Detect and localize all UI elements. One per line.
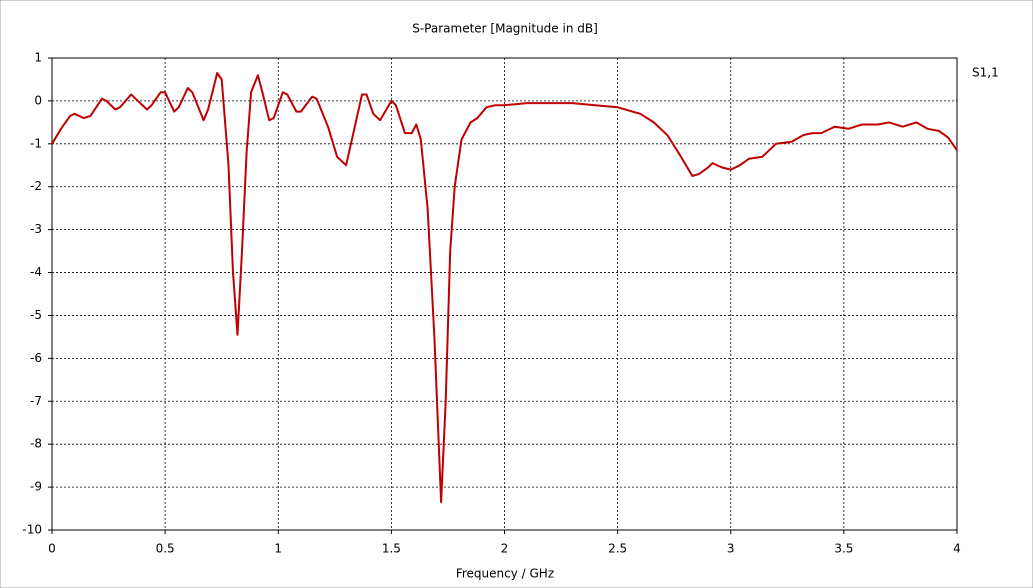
y-tick-label: 0 xyxy=(34,93,42,107)
x-tick-label: 3.5 xyxy=(834,542,853,556)
series-line xyxy=(51,72,958,504)
x-tick-label: 1 xyxy=(274,542,282,556)
y-tick-label: -3 xyxy=(30,222,42,236)
x-tick-label: 0.5 xyxy=(156,542,175,556)
x-tick-label: 1.5 xyxy=(382,542,401,556)
x-tick-label: 2.5 xyxy=(608,542,627,556)
x-tick-label: 4 xyxy=(953,542,961,556)
y-tick-label: -5 xyxy=(30,308,42,322)
y-tick-label: -6 xyxy=(30,351,42,365)
legend-entry: S1,1 xyxy=(972,66,999,80)
chart-title: S-Parameter [Magnitude in dB] xyxy=(412,22,598,36)
y-tick-label: -8 xyxy=(30,437,42,451)
y-tick-label: -9 xyxy=(30,480,42,494)
y-tick-label: -1 xyxy=(30,136,42,150)
y-tick-label: -7 xyxy=(30,394,42,408)
y-tick-label: -4 xyxy=(30,265,42,279)
y-tick-label: -2 xyxy=(30,179,42,193)
x-tick-label: 0 xyxy=(48,542,56,556)
x-axis-label: Frequency / GHz xyxy=(456,567,554,581)
y-tick-label: 1 xyxy=(34,51,42,65)
x-tick-label: 3 xyxy=(727,542,735,556)
y-tick-label: -10 xyxy=(22,523,42,537)
x-tick-label: 2 xyxy=(501,542,509,556)
